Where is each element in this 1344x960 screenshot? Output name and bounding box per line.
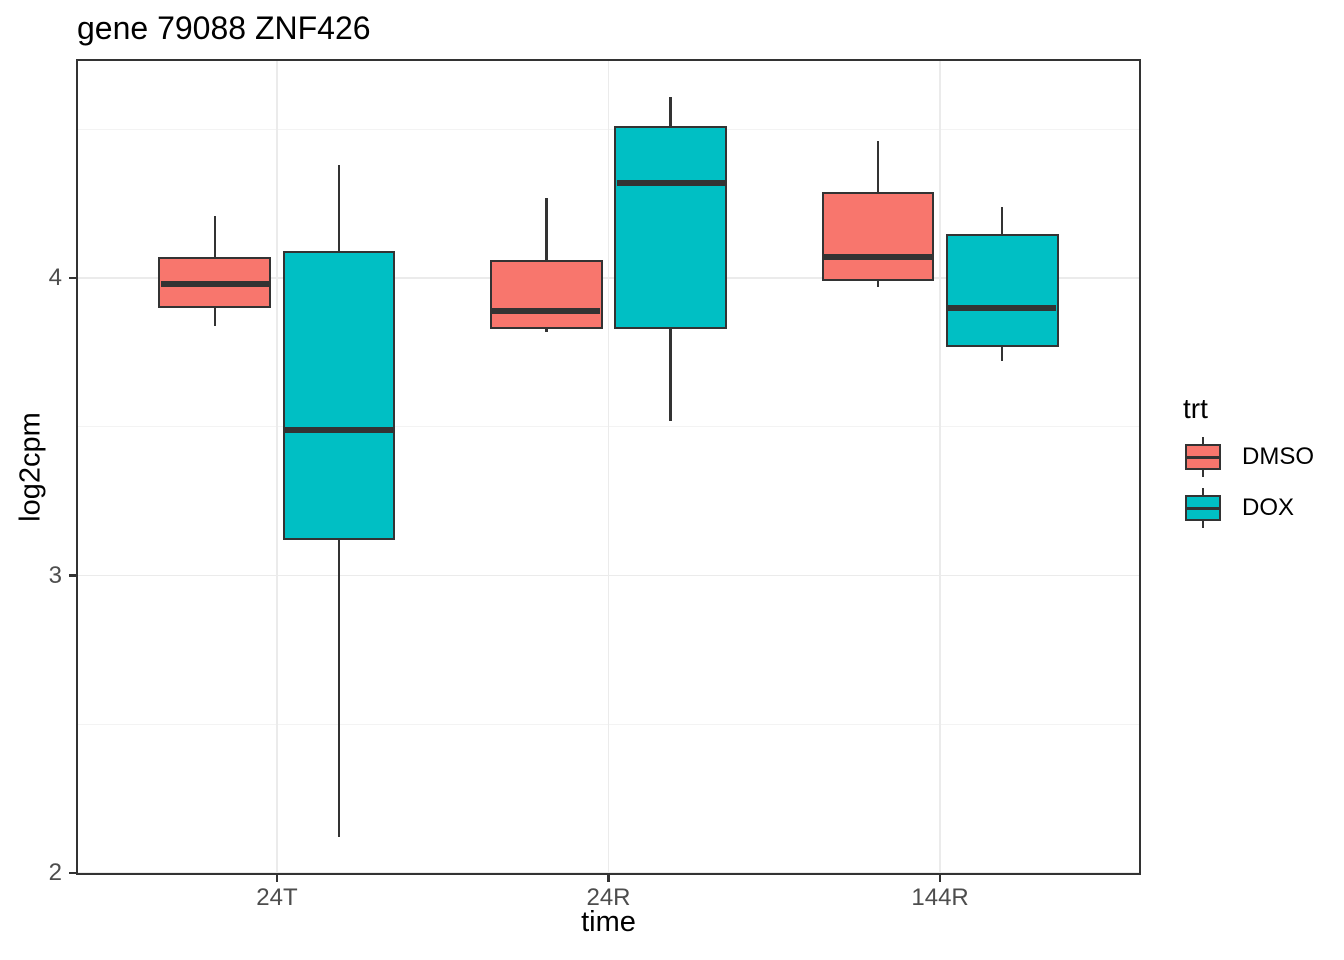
y-tick-label-2: 2 [48, 859, 62, 886]
whisker-upper-DOX-24R [669, 96, 672, 127]
legend-entry-DMSO: DMSO [1184, 437, 1344, 477]
whisker-upper-DOX-24T [337, 165, 341, 252]
boxplot-key-icon [1184, 488, 1222, 528]
whisker-lower-DOX-144R [1000, 346, 1004, 362]
x-tick-label-24R: 24R [586, 884, 631, 911]
whisker-lower-DOX-24R [669, 328, 672, 421]
box-DOX-24R [614, 126, 728, 329]
x-tick-mark-24T [275, 873, 279, 882]
gridline-major-x [939, 61, 941, 873]
legend: trt DMSO DOX [1180, 392, 1344, 528]
whisker-upper-DOX-144R [1000, 206, 1004, 234]
y-tick-label-4: 4 [48, 264, 62, 292]
y-tick-mark-2 [69, 871, 78, 875]
y-tick-mark-4 [69, 276, 78, 280]
whisker-upper-DMSO-144R [876, 141, 880, 192]
box-DMSO-144R [821, 191, 935, 282]
whisker-lower-DMSO-24T [213, 307, 217, 326]
whisker-upper-DMSO-24T [213, 215, 217, 258]
legend-entries: DMSO DOX [1180, 437, 1344, 528]
median-DOX-24R [616, 179, 725, 186]
legend-title: trt [1183, 393, 1208, 424]
y-tick-label-3: 3 [48, 561, 62, 589]
gridline-major-x [607, 61, 610, 873]
whisker-lower-DMSO-144R [876, 281, 880, 288]
y-axis-title: log2cpm [14, 412, 47, 522]
legend-entry-DOX: DOX [1184, 488, 1344, 528]
chart-title: gene 79088 ZNF426 [77, 10, 371, 46]
plot-panel [76, 59, 1141, 875]
median-DMSO-24R [492, 307, 601, 314]
x-axis-title: time [581, 906, 636, 938]
gridline-major-x [276, 61, 278, 873]
median-DMSO-24T [160, 281, 269, 288]
x-tick-mark-144R [938, 873, 942, 882]
x-tick-label-24T: 24T [256, 884, 298, 911]
y-tick-mark-3 [69, 574, 78, 577]
whisker-lower-DMSO-24R [545, 328, 548, 332]
box-DMSO-24R [489, 260, 603, 329]
legend-label-DMSO: DMSO [1242, 443, 1314, 470]
whisker-lower-DOX-24T [337, 539, 341, 838]
box-DOX-144R [945, 233, 1059, 347]
boxplot-key-icon [1184, 437, 1222, 477]
median-DMSO-144R [824, 254, 932, 261]
x-tick-label-144R: 144R [911, 884, 969, 911]
whisker-upper-DMSO-24R [545, 197, 548, 261]
box-DOX-24T [282, 251, 396, 540]
x-tick-mark-24R [607, 873, 610, 882]
legend-label-DOX: DOX [1242, 494, 1295, 521]
median-DOX-144R [948, 304, 1057, 311]
median-DOX-24T [285, 426, 393, 433]
